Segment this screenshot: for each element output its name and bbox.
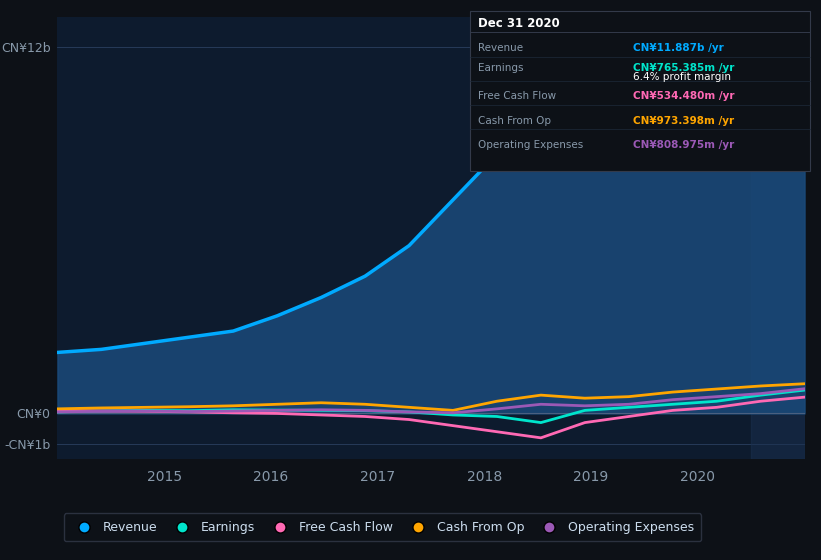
Bar [751,17,805,459]
Text: Earnings: Earnings [478,63,523,73]
Legend: Revenue, Earnings, Free Cash Flow, Cash From Op, Operating Expenses: Revenue, Earnings, Free Cash Flow, Cash … [64,514,701,542]
Text: Free Cash Flow: Free Cash Flow [478,91,556,101]
Text: CN¥973.398m /yr: CN¥973.398m /yr [633,115,734,125]
Text: Cash From Op: Cash From Op [478,115,551,125]
Text: CN¥808.975m /yr: CN¥808.975m /yr [633,139,735,150]
Text: CN¥11.887b /yr: CN¥11.887b /yr [633,43,724,53]
Text: 6.4% profit margin: 6.4% profit margin [633,72,732,82]
Text: CN¥765.385m /yr: CN¥765.385m /yr [633,63,735,73]
Text: Dec 31 2020: Dec 31 2020 [478,17,560,30]
Text: Operating Expenses: Operating Expenses [478,139,583,150]
Text: Revenue: Revenue [478,43,523,53]
Text: CN¥534.480m /yr: CN¥534.480m /yr [633,91,735,101]
